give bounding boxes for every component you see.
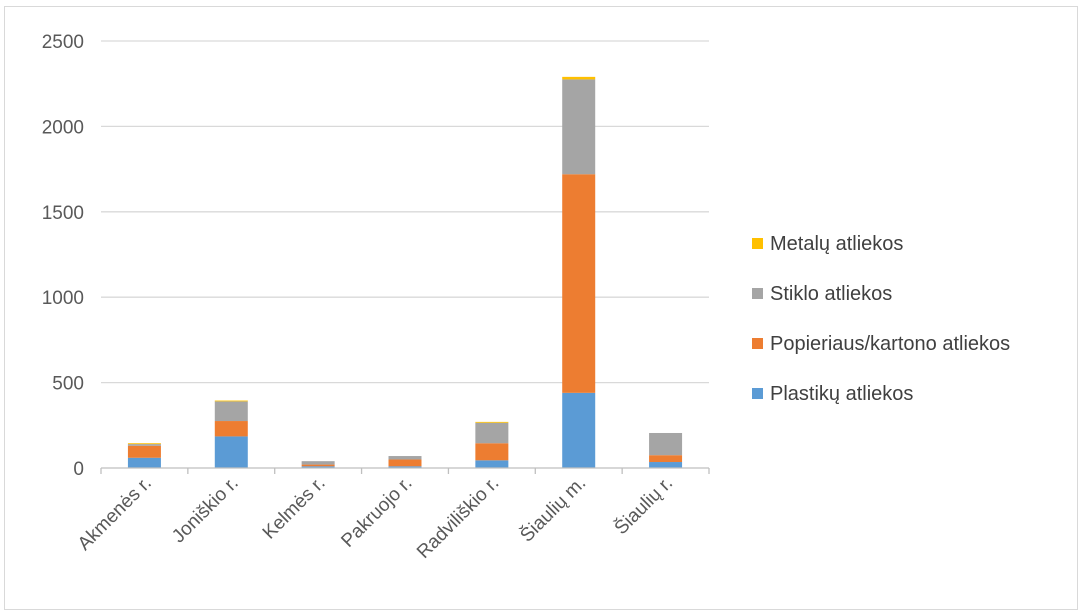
legend-label: Stiklo atliekos [770, 283, 892, 305]
x-category-label: Pakruojo r. [337, 473, 416, 552]
bar-segment [475, 443, 509, 461]
y-axis-ticks: 0 500 1000 1500 2000 2500 [42, 32, 84, 480]
bar-segment [475, 422, 509, 444]
bar-segment [562, 392, 596, 468]
legend-swatch [752, 288, 763, 299]
y-tick-label: 500 [52, 374, 84, 395]
bar-segment [127, 444, 161, 446]
bar-segment [388, 459, 422, 467]
bar-segment [214, 436, 248, 468]
bar-segment [388, 456, 422, 460]
legend-swatch [752, 238, 763, 249]
legend-swatch [752, 388, 763, 399]
bar-segment [562, 174, 596, 393]
bar-segment [475, 460, 509, 468]
y-tick-label: 2500 [42, 32, 84, 53]
legend-swatch [752, 338, 763, 349]
x-category-label: Šiaulių m. [516, 472, 591, 547]
bar-segment [475, 421, 509, 423]
legend-label: Metalų atliekos [770, 233, 903, 255]
x-category-label: Kelmės r. [259, 473, 330, 544]
x-category-label: Akmenės r. [74, 473, 156, 555]
legend-label: Plastikų atliekos [770, 383, 913, 405]
bar-segment [562, 76, 596, 80]
y-tick-label: 1500 [42, 203, 84, 224]
chart-frame [4, 6, 1078, 610]
x-axis-labels: Akmenės r. Joniškio r. Kelmės r. Pakruojo r… [74, 472, 677, 563]
bars [127, 76, 683, 468]
bar-segment [649, 462, 683, 468]
bar-segment [301, 461, 335, 465]
x-axis [100, 467, 710, 474]
bar-segment [301, 464, 335, 467]
bar-segment [127, 443, 161, 445]
bar-segment [649, 432, 683, 456]
bar-segment [388, 466, 422, 468]
x-category-label: Šiaulių r. [610, 472, 677, 539]
legend: Metalų atliekos Stiklo atliekos Popieriaus… [752, 233, 1010, 405]
x-category-label: Joniškio r. [168, 473, 243, 548]
bar-segment [214, 400, 248, 402]
bar-segment [562, 79, 596, 175]
legend-label: Popieriaus/kartono atliekos [770, 333, 1010, 355]
bar-segment [214, 421, 248, 437]
y-tick-label: 1000 [42, 288, 84, 309]
y-tick-label: 0 [73, 459, 84, 480]
x-category-label: Radviliškio r. [413, 473, 503, 563]
bar-segment [127, 445, 161, 458]
gridlines [101, 40, 709, 384]
bar-segment [301, 466, 335, 468]
bar-segment [214, 401, 248, 422]
y-tick-label: 2000 [42, 117, 84, 138]
bar-segment [127, 457, 161, 468]
bar-segment [649, 455, 683, 463]
